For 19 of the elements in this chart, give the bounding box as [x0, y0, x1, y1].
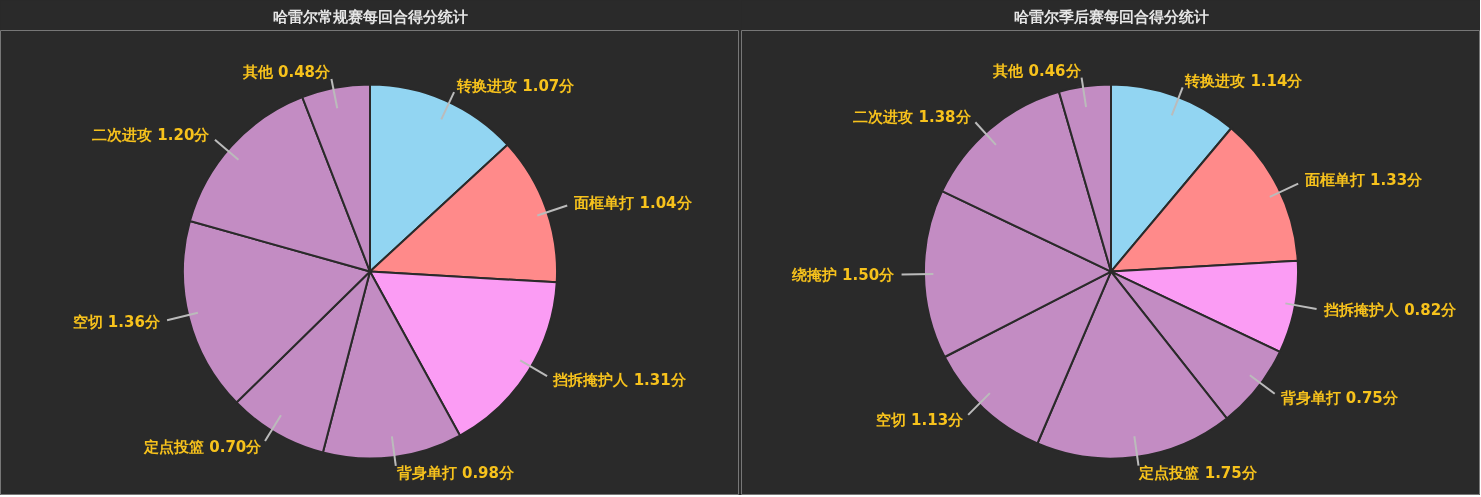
slice-label: 定点投篮 1.75分 — [1138, 463, 1258, 482]
slice-label: 转换进攻 1.07分 — [456, 76, 576, 95]
slice-label: 面框单打 1.04分 — [573, 194, 693, 213]
slice-label: 挡拆掩护人 0.82分 — [1322, 301, 1458, 320]
slice-label: 转换进攻 1.14分 — [1184, 71, 1304, 90]
chart-title: 哈雷尔季后赛每回合得分统计 — [1013, 7, 1209, 26]
slice-label: 其他 0.46分 — [992, 61, 1082, 80]
slice-label: 面框单打 1.33分 — [1303, 171, 1424, 190]
slice-label: 定点投篮 0.70分 — [143, 438, 263, 457]
slice-label: 绕掩护 1.50分 — [790, 265, 896, 284]
slice-label: 挡拆掩护人 1.31分 — [552, 370, 687, 389]
chart-title: 哈雷尔常规赛每回合得分统计 — [272, 7, 468, 26]
slice-label: 二次进攻 1.20分 — [92, 126, 211, 145]
slice-label: 二次进攻 1.38分 — [853, 107, 972, 126]
slice-label: 背身单打 0.98分 — [395, 463, 515, 482]
slice-label: 背身单打 0.75分 — [1279, 389, 1399, 408]
slice-label: 空切 1.13分 — [875, 410, 965, 429]
slice-label: 其他 0.48分 — [241, 63, 332, 82]
slice-label: 空切 1.36分 — [72, 312, 161, 331]
